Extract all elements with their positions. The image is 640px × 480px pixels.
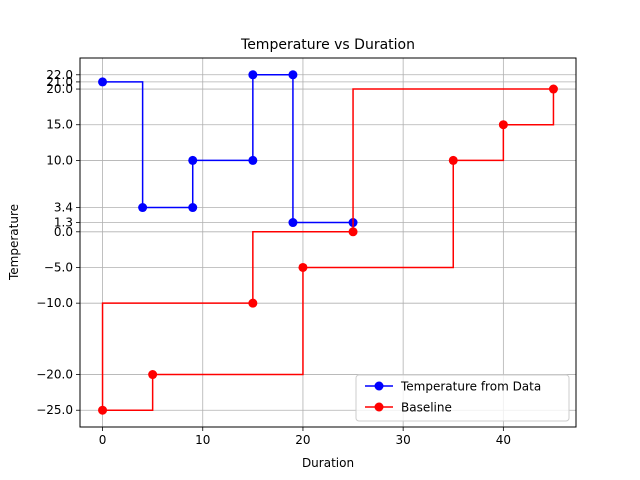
series-point-0 (188, 155, 198, 165)
y-tick-label: −20.0 (36, 368, 73, 382)
series-point-1 (498, 120, 508, 130)
legend-swatch-marker (374, 381, 384, 391)
ticks: 0 10 20 30 40 −25.0 −20.0 −10.0 −5.0 0.01.33.4 10.… (36, 68, 511, 447)
y-tick-label: 21.0 (46, 75, 73, 89)
series-point-1 (298, 262, 308, 272)
y-tick-label: −5.0 (44, 260, 73, 274)
y-tick-label: 15.0 (46, 118, 73, 132)
x-tick-label: 20 (295, 433, 310, 447)
series-layer (98, 70, 558, 415)
series-point-0 (248, 155, 258, 165)
y-tick-label: 22.0 (46, 68, 73, 82)
series-point-1 (248, 298, 258, 308)
series-point-0 (188, 203, 198, 213)
x-tick-label: 10 (195, 433, 210, 447)
y-tick-label: 0.0 (54, 225, 73, 239)
legend-swatch-marker (374, 402, 384, 412)
plot-frame (79, 57, 577, 428)
y-tick-label: 20.0 (46, 82, 73, 96)
legend-label: Baseline (401, 401, 452, 415)
chart-title: Temperature vs Duration (240, 37, 415, 53)
legend-box (355, 374, 570, 422)
x-tick-label: 30 (396, 433, 411, 447)
y-tick-label: 10.0 (46, 153, 73, 167)
series-point-0 (98, 77, 108, 87)
series-point-1 (98, 405, 108, 415)
y-tick-label: −25.0 (36, 403, 73, 417)
series-point-1 (448, 155, 458, 165)
series-point-1 (348, 227, 358, 237)
series-point-0 (288, 70, 298, 80)
x-axis-title: Duration (302, 456, 354, 470)
series-line-0 (102, 74, 354, 224)
series-point-0 (248, 70, 258, 80)
legend-label: Temperature from Data (400, 380, 541, 394)
series-point-0 (288, 218, 298, 228)
y-tick-label: 3.4 (54, 201, 73, 215)
x-tick-label: 0 (99, 433, 107, 447)
x-tick-label: 40 (496, 433, 511, 447)
series-point-0 (138, 203, 148, 213)
y-axis-title: Temperature (7, 204, 21, 281)
series-point-1 (148, 370, 158, 380)
y-tick-label: −10.0 (36, 296, 73, 310)
series-point-1 (548, 84, 558, 94)
y-tick-label: 1.3 (54, 216, 73, 230)
legend: Temperature from Data Baseline (355, 374, 570, 422)
